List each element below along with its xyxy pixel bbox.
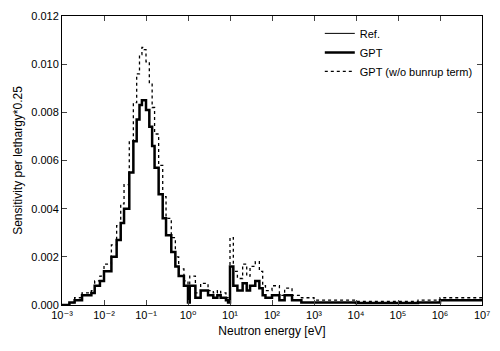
svg-text:Neutron energy [eV]: Neutron energy [eV] [218, 324, 325, 338]
svg-text:0.010: 0.010 [31, 58, 59, 70]
svg-text:10⁻¹: 10⁻¹ [135, 309, 157, 321]
svg-text:GPT (w/o bunrup term): GPT (w/o bunrup term) [360, 66, 472, 78]
svg-text:Sensitivity per lethargy*0.25: Sensitivity per lethargy*0.25 [11, 86, 25, 235]
svg-text:0.004: 0.004 [31, 203, 59, 215]
svg-text:0.012: 0.012 [31, 10, 59, 22]
svg-text:10⁵: 10⁵ [390, 309, 407, 321]
svg-text:0.000: 0.000 [31, 299, 59, 311]
svg-text:Ref.: Ref. [360, 28, 380, 40]
svg-text:0.002: 0.002 [31, 251, 59, 263]
svg-text:10¹: 10¹ [222, 309, 238, 321]
svg-text:GPT: GPT [360, 47, 383, 59]
svg-text:10⁴: 10⁴ [348, 309, 365, 321]
svg-text:0.008: 0.008 [31, 106, 59, 118]
svg-text:10⁷: 10⁷ [474, 309, 490, 321]
svg-text:0.006: 0.006 [31, 154, 59, 166]
svg-text:10⁻³: 10⁻³ [51, 309, 73, 321]
svg-text:10⁻²: 10⁻² [93, 309, 115, 321]
svg-text:10⁶: 10⁶ [432, 309, 449, 321]
svg-text:10⁰: 10⁰ [180, 309, 197, 321]
svg-text:10²: 10² [264, 309, 280, 321]
svg-text:10³: 10³ [306, 309, 322, 321]
